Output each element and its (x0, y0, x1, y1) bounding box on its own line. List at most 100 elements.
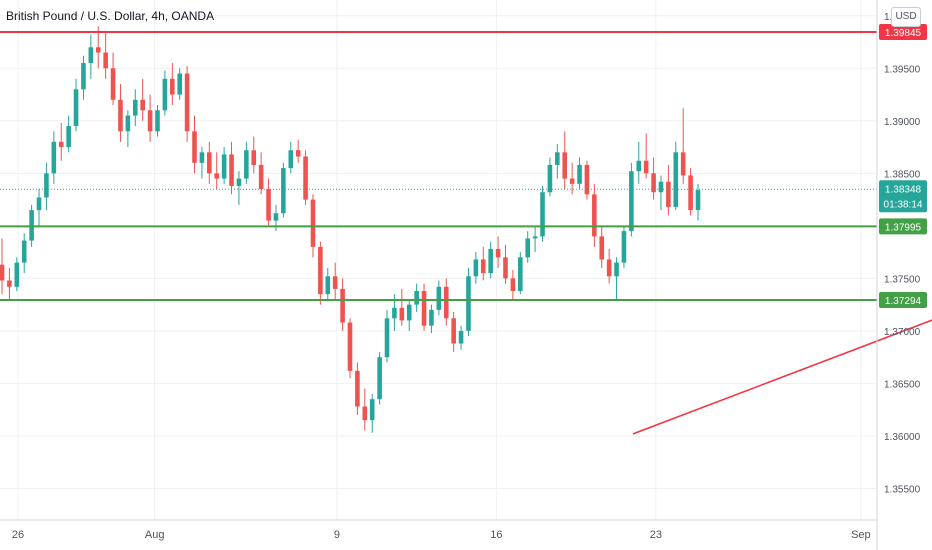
candle-body (569, 178, 575, 184)
candle-body (451, 318, 456, 344)
y-tick-label: 1.35500 (884, 484, 921, 495)
candle-body (51, 141, 57, 174)
candle-body (614, 262, 619, 277)
y-tick-label: 1.36000 (884, 432, 921, 443)
candle-body (636, 160, 642, 172)
candle-body (66, 126, 71, 148)
candle-body (480, 259, 486, 274)
candle-body (466, 276, 471, 331)
candle-body (88, 47, 94, 64)
candle-body (155, 110, 160, 132)
price-levels (0, 31, 877, 302)
candle-body (377, 357, 382, 400)
candle-body (132, 99, 138, 116)
candle-body (555, 152, 560, 165)
y-tick-label: 1.37500 (884, 274, 921, 285)
candle-body (207, 152, 212, 174)
candle-body (214, 173, 220, 179)
candle-body (577, 164, 582, 184)
candle-body (517, 257, 523, 291)
candle-body (7, 280, 12, 287)
candle-body (658, 181, 664, 193)
candle-body (384, 318, 390, 358)
candle-body (406, 304, 412, 321)
candle-body (414, 290, 419, 305)
candle-body (355, 370, 360, 407)
y-tick-label: 1.37000 (884, 327, 921, 338)
candle-body (429, 309, 434, 326)
candle-body (147, 110, 153, 132)
candle-body (81, 63, 86, 90)
countdown-tag: 01:38:14 (884, 199, 923, 210)
candle-body (599, 236, 605, 260)
candle-body (399, 307, 405, 321)
candle-body (229, 154, 234, 186)
candle-body (192, 131, 197, 163)
candle-body (532, 236, 538, 239)
chart-grid (0, 0, 877, 520)
candle-body (199, 152, 205, 163)
support-price-tag: 1.37995 (885, 222, 922, 233)
candle-body (547, 164, 553, 193)
candle-body (184, 73, 190, 132)
candle-body (125, 115, 131, 132)
candle-body (21, 240, 27, 263)
candle-body (162, 78, 168, 111)
candle-body (473, 259, 479, 277)
x-tick-label: 16 (490, 529, 502, 541)
candle-body (169, 78, 175, 95)
candle-body (458, 330, 464, 344)
current-price-tag-bg (879, 180, 927, 213)
candle-body (436, 286, 442, 310)
resistance-price-tag-bg (879, 24, 927, 41)
candle-body (362, 406, 368, 421)
candle-body (688, 175, 693, 211)
candle-body (273, 213, 279, 221)
chart-title: British Pound / U.S. Dollar, 4h, OANDA (6, 9, 215, 23)
candle-body (421, 290, 427, 326)
candle-body (606, 259, 612, 277)
drawings (632, 319, 932, 435)
candle-body (118, 99, 123, 132)
candle-body (510, 278, 516, 291)
candle-body (0, 264, 5, 281)
candle-body (303, 156, 308, 200)
resistance-price-tag: 1.39845 (885, 28, 922, 39)
candle-body (584, 164, 590, 195)
price-labels: 1.39845 1.37995 1.37294 1.38348 01:38:14 (879, 24, 927, 309)
candle-body (14, 262, 20, 287)
x-tick-label: 23 (650, 529, 662, 541)
candle-body (58, 141, 64, 148)
candle-body (221, 154, 227, 179)
current-price-tag: 1.38348 (885, 184, 922, 195)
candle-body (236, 178, 242, 186)
candle-body (680, 152, 686, 176)
candle-body (266, 189, 271, 221)
candle-body (103, 52, 108, 69)
y-tick-label: 1.39000 (884, 117, 921, 128)
candle-body (295, 150, 301, 157)
y-tick-label: 1.39500 (884, 64, 921, 75)
candle-body (73, 89, 79, 127)
candle-body (258, 164, 264, 190)
candle-body (495, 248, 501, 258)
candle-body (340, 288, 345, 323)
x-tick-label: Aug (145, 529, 165, 541)
candle-body (525, 238, 531, 258)
candle-body (629, 171, 634, 232)
candle-body (288, 150, 294, 169)
candle-body (643, 160, 649, 174)
candle-body (332, 276, 338, 289)
candle-body (443, 286, 449, 319)
candle-body (347, 322, 353, 371)
currency-button[interactable]: USD (891, 7, 921, 27)
x-tick-label: 26 (12, 529, 24, 541)
support-price-tag-bg (879, 218, 927, 235)
candle-body (651, 173, 656, 193)
candle-body (281, 168, 286, 214)
y-tick-label: 1.36500 (884, 379, 921, 390)
candle-body (140, 99, 145, 111)
candle-body (177, 73, 183, 95)
